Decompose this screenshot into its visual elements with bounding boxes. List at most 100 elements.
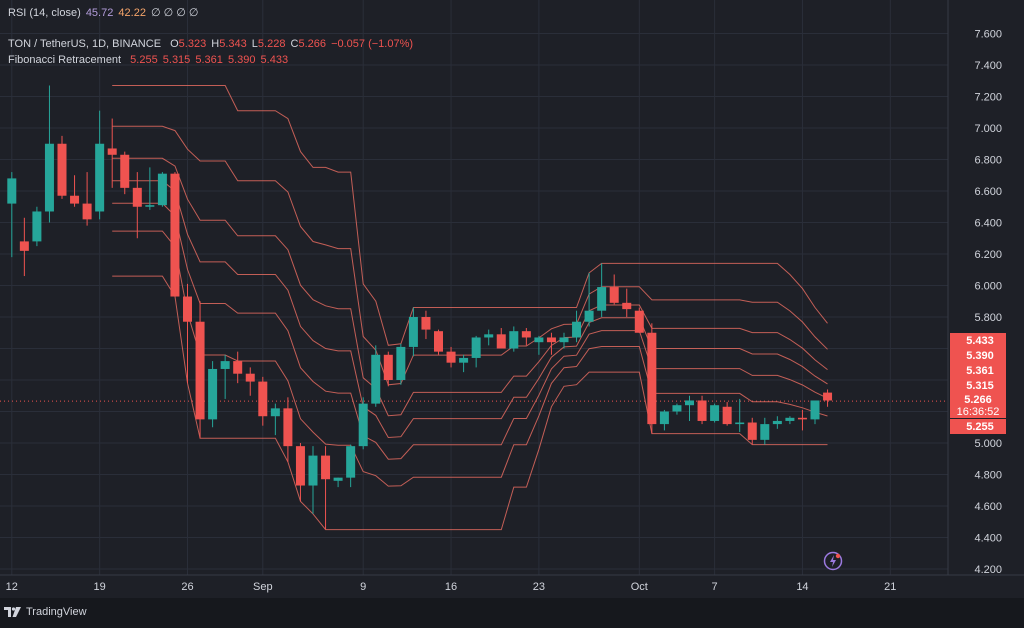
- fib-band-line: [112, 180, 828, 439]
- symbol-legend[interactable]: TON / TetherUS, 1D, BINANCE O5.323 H5.34…: [8, 38, 415, 50]
- x-tick-label: 9: [360, 581, 366, 593]
- fib-band-line: [112, 125, 828, 386]
- candle-body: [157, 173, 167, 206]
- time-axis[interactable]: 12 19 26 Sep 9 16 23 Oct 7 14 21: [6, 581, 897, 593]
- candle-body: [145, 205, 155, 207]
- fibonacci-legend[interactable]: Fibonacci Retracement 5.255 5.315 5.361 …: [8, 54, 290, 66]
- candle-body: [521, 331, 531, 338]
- x-tick-label: 19: [94, 581, 106, 593]
- fib-value: 5.390: [227, 54, 256, 66]
- y-tick-label: 4.600: [974, 501, 1002, 513]
- fib-price-tag-label: 5.315: [966, 380, 994, 392]
- grid-lines: [0, 0, 1024, 576]
- y-tick-label: 7.000: [974, 123, 1002, 135]
- footer-bar: TradingView: [0, 598, 1024, 628]
- candle-body: [546, 337, 556, 343]
- candle-body: [609, 287, 619, 303]
- candle-body: [772, 420, 782, 425]
- fib-value: 5.361: [195, 54, 223, 66]
- candle-body: [283, 408, 293, 447]
- fibonacci-bands: [112, 85, 828, 531]
- symbol-name: TON / TetherUS, 1D, BINANCE: [8, 38, 162, 50]
- open-value: 5.323: [178, 38, 207, 50]
- lightning-bolt-icon[interactable]: [823, 551, 843, 571]
- candle-body: [496, 334, 506, 349]
- candle-body: [233, 361, 243, 374]
- candle-body: [358, 403, 368, 447]
- candle-body: [346, 446, 356, 478]
- fib-name: Fibonacci Retracement: [8, 54, 122, 66]
- low-label: L: [251, 38, 258, 50]
- candlesticks: [7, 85, 833, 530]
- candle-body: [697, 400, 707, 421]
- fib-price-tag: [950, 333, 1006, 348]
- tradingview-logo-icon: [4, 607, 21, 617]
- y-tick-label: 7.200: [974, 92, 1002, 104]
- candle-body: [408, 317, 418, 347]
- x-tick-label: 26: [181, 581, 193, 593]
- tradingview-logo[interactable]: TradingView: [4, 606, 87, 618]
- fib-price-tag: [950, 419, 1006, 434]
- candle-body: [82, 203, 92, 220]
- rsi-legend[interactable]: RSI (14, close) 45.72 42.22 ∅ ∅ ∅ ∅: [8, 6, 201, 19]
- candle-body: [270, 408, 280, 417]
- candle-body: [484, 334, 494, 338]
- fib-value: 5.315: [162, 54, 191, 66]
- candle-body: [7, 178, 17, 204]
- x-tick-label: 14: [796, 581, 808, 593]
- candle-body: [584, 310, 594, 322]
- fib-price-tag-label: 5.361: [966, 365, 994, 377]
- candle-body: [823, 392, 833, 401]
- close-price-label: 5.266: [964, 394, 992, 406]
- y-tick-label: 6.600: [974, 186, 1002, 198]
- candle-body: [421, 317, 431, 330]
- x-tick-label: 23: [533, 581, 545, 593]
- candle-body: [95, 143, 105, 212]
- rsi-name: RSI (14, close): [8, 7, 81, 19]
- high-label: H: [211, 38, 220, 50]
- candle-body: [32, 211, 42, 242]
- candle-body: [258, 381, 268, 417]
- candle-body: [183, 296, 192, 322]
- y-tick-label: 4.800: [974, 470, 1002, 482]
- fib-price-tag-label: 5.255: [966, 421, 994, 433]
- fib-value: 5.255: [130, 54, 158, 66]
- rsi-empty-values: ∅ ∅ ∅ ∅: [151, 7, 199, 19]
- fib-band-line: [112, 202, 828, 460]
- candle-body: [559, 337, 569, 343]
- candle-body: [245, 373, 255, 382]
- candle-body: [195, 321, 205, 420]
- candle-body: [597, 287, 607, 311]
- candle-body: [70, 195, 80, 204]
- candle-body: [371, 354, 381, 404]
- y-tick-label: 7.600: [974, 29, 1002, 41]
- price-axis[interactable]: 7.600 7.400 7.200 7.000 6.800 6.600 6.400 6.200…: [974, 29, 1002, 577]
- candle-body: [572, 321, 582, 338]
- candle-body: [810, 400, 820, 420]
- candle-body: [220, 361, 230, 369]
- candle-body: [471, 337, 481, 358]
- high-value: 5.343: [219, 38, 247, 50]
- countdown-label: 16:36:52: [957, 406, 1000, 418]
- close-label: C: [290, 38, 299, 50]
- fib-band-line: [112, 157, 828, 417]
- candle-body: [534, 337, 544, 343]
- x-tick-label: 21: [884, 581, 896, 593]
- price-chart[interactable]: 7.600 7.400 7.200 7.000 6.800 6.600 6.400 6.200…: [0, 0, 1024, 598]
- candle-body: [120, 154, 130, 188]
- y-tick-label: 4.400: [974, 533, 1002, 545]
- rsi-value: 45.72: [85, 7, 114, 19]
- candle-body: [710, 405, 720, 421]
- candle-body: [396, 346, 406, 380]
- rsi-ma-value: 42.22: [118, 7, 146, 19]
- close-value: 5.266: [298, 38, 326, 50]
- close-price-tag: [950, 391, 1006, 418]
- fib-price-tag: [950, 348, 1006, 363]
- candle-body: [459, 357, 469, 363]
- candle-body: [295, 446, 305, 486]
- x-tick-label: Oct: [631, 581, 648, 593]
- fib-price-tag-label: 5.433: [966, 335, 994, 347]
- y-tick-label: 6.200: [974, 249, 1002, 261]
- y-tick-label: 7.400: [974, 60, 1002, 72]
